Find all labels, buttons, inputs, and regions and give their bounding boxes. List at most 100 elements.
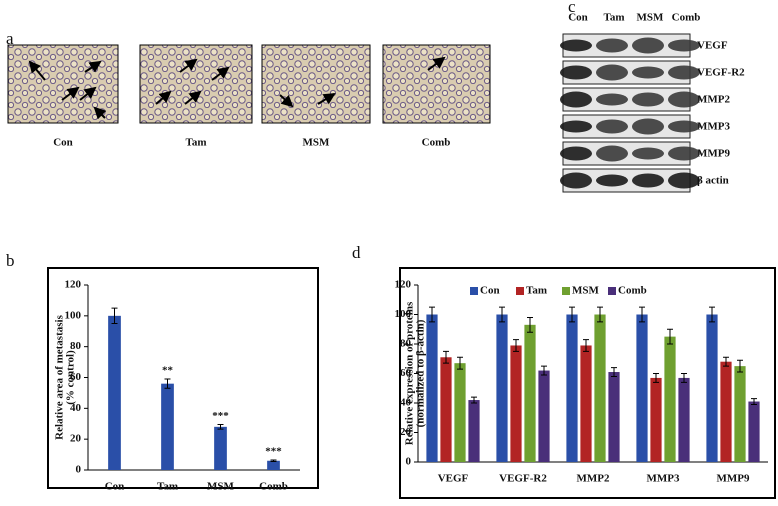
error-bar (597, 306, 603, 323)
panel-label: c (568, 0, 576, 16)
error-bar (611, 367, 617, 377)
error-bar (751, 398, 757, 405)
error-bar (737, 359, 743, 373)
legend-label: Comb (618, 285, 647, 297)
micrograph (7, 44, 119, 124)
y-tick-label: 20 (70, 433, 82, 445)
blot-band (596, 119, 628, 134)
panel-label: b (6, 251, 15, 270)
blot-band (632, 118, 664, 135)
protein-label: MMP2 (697, 94, 730, 106)
bar (510, 345, 522, 462)
significance: *** (212, 410, 229, 422)
y-tick-label: 40 (70, 402, 82, 414)
blot-band (560, 120, 592, 133)
legend-swatch (516, 287, 524, 295)
micrograph-label: Con (53, 137, 73, 149)
bar (748, 401, 760, 462)
blot-band (632, 173, 664, 188)
x-tick-label: Tam (157, 481, 178, 493)
error-bar (443, 350, 449, 364)
error-bar (681, 373, 687, 383)
x-tick-label: MMP3 (647, 473, 680, 485)
lane-label: Comb (672, 12, 701, 24)
lane-label: MSM (637, 12, 665, 24)
y-tick-label: 120 (395, 279, 412, 291)
blot-band (668, 120, 700, 133)
protein-label: β actin (697, 175, 729, 187)
error-bar (527, 316, 533, 333)
bar (538, 370, 550, 462)
bar (566, 314, 578, 462)
error-bar (471, 396, 477, 404)
bar (608, 372, 620, 462)
blot-band (596, 145, 628, 162)
error-bar (667, 328, 673, 345)
panel-label: a (6, 29, 14, 48)
blot-band (560, 146, 592, 161)
x-tick-label: MSM (207, 481, 235, 493)
bar (594, 314, 606, 462)
error-bar (569, 306, 575, 323)
blot-band (668, 172, 700, 189)
error-bar (164, 378, 171, 389)
micrograph-label: Comb (422, 137, 451, 149)
legend-swatch (470, 287, 478, 295)
error-bar (513, 339, 519, 352)
error-bar (639, 306, 645, 323)
significance: *** (265, 446, 282, 458)
x-tick-label: MMP9 (717, 473, 750, 485)
y-axis-label: Relative expression of proteins (404, 301, 416, 445)
bar (496, 314, 508, 462)
error-bar (111, 307, 118, 325)
bar (650, 377, 662, 462)
blot-band (596, 38, 628, 53)
bar (161, 383, 174, 470)
y-tick-label: 20 (400, 426, 412, 438)
bar (720, 361, 732, 462)
y-tick-label: 60 (400, 367, 412, 379)
error-bar (541, 365, 547, 376)
panel-frame (399, 267, 776, 499)
bar (454, 363, 466, 462)
legend-swatch (562, 287, 570, 295)
micrograph (382, 44, 491, 124)
significance: ** (162, 365, 174, 377)
blot-band (632, 92, 664, 107)
blot-band (668, 146, 700, 161)
arrows (28, 56, 446, 120)
x-tick-label: Con (105, 481, 125, 493)
y-tick-label: 80 (70, 340, 82, 352)
blot-band (596, 174, 628, 187)
bar (734, 366, 746, 462)
bar (214, 426, 227, 470)
x-tick-label: VEGF-R2 (499, 473, 547, 485)
y-axis-label: Relative area of metastasis (54, 314, 66, 439)
bar (580, 345, 592, 462)
y-axis-label: (normalized to β-actin) (415, 319, 427, 427)
y-axis-label: (% control) (65, 350, 77, 405)
blot-band (560, 91, 592, 108)
x-tick-label: MMP2 (577, 473, 610, 485)
blot-band (632, 37, 664, 54)
bar (440, 357, 452, 462)
error-bar (709, 306, 715, 323)
x-tick-label: VEGF (438, 473, 469, 485)
y-tick-label: 60 (70, 371, 82, 383)
lane-label: Con (568, 12, 588, 24)
y-tick-label: 100 (65, 309, 82, 321)
y-tick-label: 0 (406, 456, 412, 468)
micrograph-label: MSM (303, 137, 331, 149)
panel-frame (47, 267, 319, 489)
y-tick-label: 0 (76, 464, 82, 476)
bar (426, 314, 438, 462)
y-tick-label: 120 (65, 279, 82, 291)
bar (678, 377, 690, 462)
bar (706, 314, 718, 462)
micrographs: Con Tam MSM Comb (7, 44, 491, 149)
y-tick-label: 100 (395, 308, 412, 320)
error-bar (653, 373, 659, 383)
error-bar (499, 306, 505, 323)
panel-label: d (352, 243, 361, 262)
